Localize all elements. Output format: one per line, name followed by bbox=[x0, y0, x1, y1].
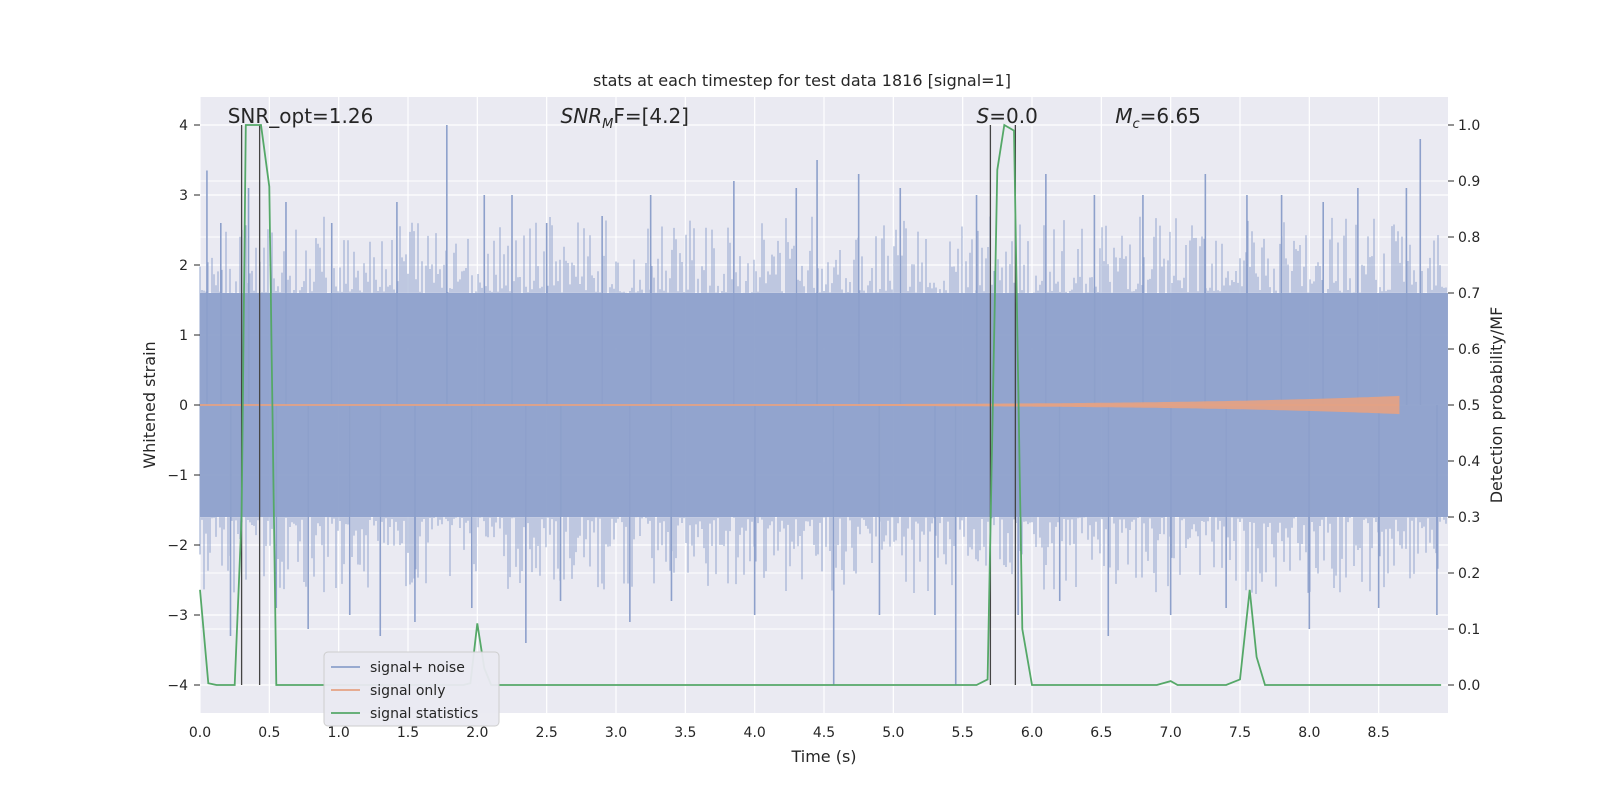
y-tick-label: −4 bbox=[167, 678, 188, 694]
y-tick-label: −1 bbox=[167, 468, 188, 484]
y2-tick-label: 0.7 bbox=[1458, 286, 1480, 302]
y-tick-label: 3 bbox=[179, 188, 188, 204]
y-tick-label: 1 bbox=[179, 328, 188, 344]
annotation-subscript: M bbox=[602, 117, 613, 132]
series-signal-only bbox=[200, 395, 1400, 415]
annotation-prefix: SNR_opt=1.26 bbox=[228, 104, 374, 128]
y2-tick-label: 0.1 bbox=[1458, 622, 1480, 638]
x-tick-label: 3.0 bbox=[605, 725, 627, 741]
chart-title: stats at each timestep for test data 181… bbox=[593, 71, 1011, 90]
y2-axis-label: Detection probability/MF bbox=[1487, 307, 1506, 504]
y-tick-label: −3 bbox=[167, 608, 188, 624]
y-tick-label: −2 bbox=[167, 538, 188, 554]
annotation-suffix: =6.65 bbox=[1140, 104, 1201, 128]
y2-tick-label: 0.3 bbox=[1458, 510, 1480, 526]
x-tick-label: 7.5 bbox=[1229, 725, 1251, 741]
x-tick-label: 5.5 bbox=[952, 725, 974, 741]
y2-axis-ticks: 1.0 0.9 0.8 0.7 0.6 0.5 0.4 0.3 0.2 0.1 0.0 bbox=[1448, 118, 1480, 694]
x-axis-ticks: 0.0 0.5 1.0 1.5 2.0 2.5 3.0 3.5 4.0 4.5 5.0 5.5 6.0 6… bbox=[189, 725, 1390, 741]
snr-opt-annotation: SNR_opt=1.26 bbox=[228, 104, 374, 128]
annotation-prefix: M bbox=[1115, 104, 1132, 128]
x-tick-label: 1.5 bbox=[397, 725, 419, 741]
snr-mf-annotation: SNRMF=[4.2] bbox=[561, 104, 689, 132]
x-tick-label: 6.5 bbox=[1090, 725, 1112, 741]
annotation-prefix: S bbox=[977, 104, 990, 128]
y2-tick-label: 0.0 bbox=[1458, 678, 1480, 694]
s-annotation: S=0.0 bbox=[977, 104, 1038, 128]
x-tick-label: 2.5 bbox=[536, 725, 558, 741]
x-tick-label: 6.0 bbox=[1021, 725, 1043, 741]
x-tick-label: 8.0 bbox=[1298, 725, 1320, 741]
legend: signal+ noise signal only signal statistic… bbox=[323, 651, 500, 727]
legend-label: signal only bbox=[370, 683, 445, 699]
x-tick-label: 7.0 bbox=[1160, 725, 1182, 741]
noise-texture bbox=[199, 216, 1447, 594]
y-axis-ticks: 4 3 2 1 0 −1 −2 −3 −4 bbox=[167, 118, 200, 694]
y2-tick-label: 0.4 bbox=[1458, 454, 1480, 470]
x-tick-label: 5.0 bbox=[882, 725, 904, 741]
x-tick-label: 4.5 bbox=[813, 725, 835, 741]
x-tick-label: 2.0 bbox=[466, 725, 488, 741]
y-axis-label: Whitened strain bbox=[140, 341, 159, 468]
annotation-subscript: c bbox=[1132, 117, 1139, 132]
x-tick-label: 4.0 bbox=[744, 725, 766, 741]
x-tick-label: 0.5 bbox=[258, 725, 280, 741]
legend-box bbox=[323, 651, 500, 727]
y-tick-label: 0 bbox=[179, 398, 188, 414]
y2-tick-label: 0.6 bbox=[1458, 342, 1480, 358]
x-axis-label: Time (s) bbox=[790, 747, 856, 766]
annotation-prefix: SNR bbox=[561, 104, 603, 128]
legend-label: signal+ noise bbox=[370, 660, 465, 676]
y2-tick-label: 0.8 bbox=[1458, 230, 1480, 246]
y-tick-label: 4 bbox=[179, 118, 188, 134]
y2-tick-label: 0.9 bbox=[1458, 174, 1480, 190]
annotation-suffix: =0.0 bbox=[989, 104, 1038, 128]
mc-annotation: Mc=6.65 bbox=[1115, 104, 1201, 132]
series-signal-statistics bbox=[199, 123, 1442, 686]
annotations: SNR_opt=1.26 SNRMF=[4.2] S=0.0 Mc=6.65 bbox=[228, 104, 1201, 132]
annotation-suffix: F=[4.2] bbox=[613, 104, 689, 128]
y2-tick-label: 1.0 bbox=[1458, 118, 1480, 134]
x-tick-label: 0.0 bbox=[189, 725, 211, 741]
y2-tick-label: 0.2 bbox=[1458, 566, 1480, 582]
y2-tick-label: 0.5 bbox=[1458, 398, 1480, 414]
legend-label: signal statistics bbox=[370, 706, 478, 722]
x-tick-label: 8.5 bbox=[1368, 725, 1390, 741]
x-tick-label: 1.0 bbox=[328, 725, 350, 741]
x-tick-label: 3.5 bbox=[674, 725, 696, 741]
y-tick-label: 2 bbox=[179, 258, 188, 274]
signal-statistics-line bbox=[199, 123, 1442, 686]
